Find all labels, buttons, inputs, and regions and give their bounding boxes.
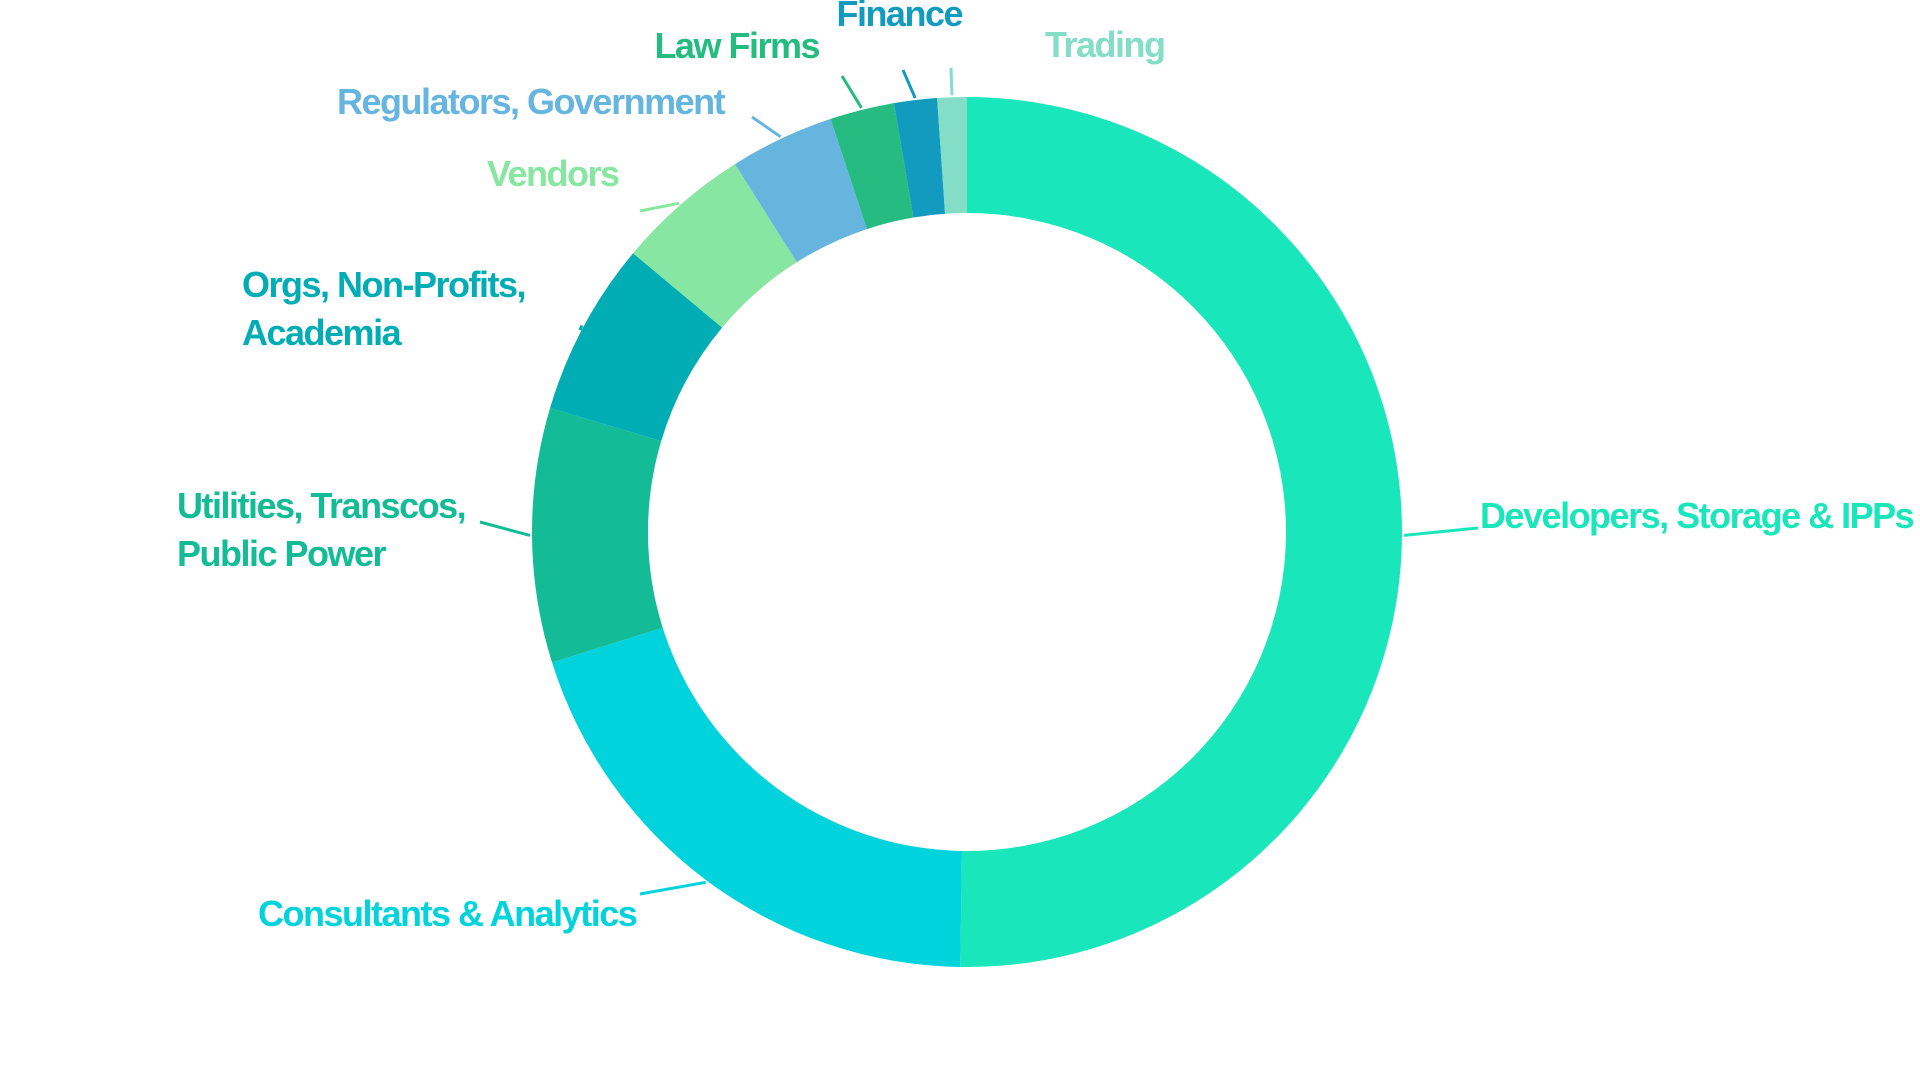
slice-6	[830, 103, 914, 230]
slice-0	[960, 97, 1403, 968]
slice-2	[532, 407, 663, 663]
leader-line-2	[479, 520, 531, 537]
slice-label-line: Trading	[1045, 24, 1165, 65]
leader-line-0	[1403, 526, 1479, 537]
slice-label-4: Vendors	[487, 153, 619, 194]
labels-layer: Developers, Storage & IPPs Consultants & …	[177, 0, 1915, 934]
leader-line-4	[639, 201, 680, 213]
slice-3	[550, 253, 723, 442]
slice-label-line: Finance	[836, 0, 962, 34]
slice-1	[552, 627, 963, 967]
slice-5	[734, 118, 868, 263]
slice-label-7: Finance	[836, 0, 962, 34]
slice-label-line: Developers, Storage & IPPs	[1480, 495, 1914, 536]
leader-line-3	[578, 324, 584, 331]
slice-label-line: Consultants & Analytics	[258, 893, 637, 934]
slice-7	[893, 98, 946, 218]
slice-label-line: Public Power	[177, 533, 387, 574]
slice-label-5: Regulators, Government	[337, 81, 726, 122]
slice-4	[633, 164, 797, 328]
slice-label-6: Law Firms	[654, 25, 819, 66]
slices-layer	[532, 97, 1403, 968]
leader-line-5	[751, 115, 782, 138]
slice-label-line: Academia	[242, 312, 403, 353]
leader-line-8	[949, 67, 954, 96]
leader-lines-layer	[479, 67, 1479, 896]
slice-8	[937, 97, 967, 214]
slice-label-8: Trading	[1045, 24, 1165, 65]
slice-label-2: Utilities, Transcos, Public Power	[177, 485, 465, 574]
leader-line-1	[639, 880, 707, 896]
leader-line-6	[840, 75, 863, 109]
slice-label-line: Vendors	[487, 153, 619, 194]
slice-label-line: Utilities, Transcos,	[177, 485, 465, 526]
slice-label-line: Law Firms	[654, 25, 819, 66]
slice-label-3: Orgs, Non-Profits, Academia	[242, 264, 525, 353]
slice-label-line: Orgs, Non-Profits,	[242, 264, 525, 305]
slice-label-0: Developers, Storage & IPPs	[1480, 495, 1914, 536]
slice-label-1: Consultants & Analytics	[258, 893, 637, 934]
leader-line-7	[901, 69, 917, 99]
slice-label-line: Regulators, Government	[337, 81, 726, 122]
